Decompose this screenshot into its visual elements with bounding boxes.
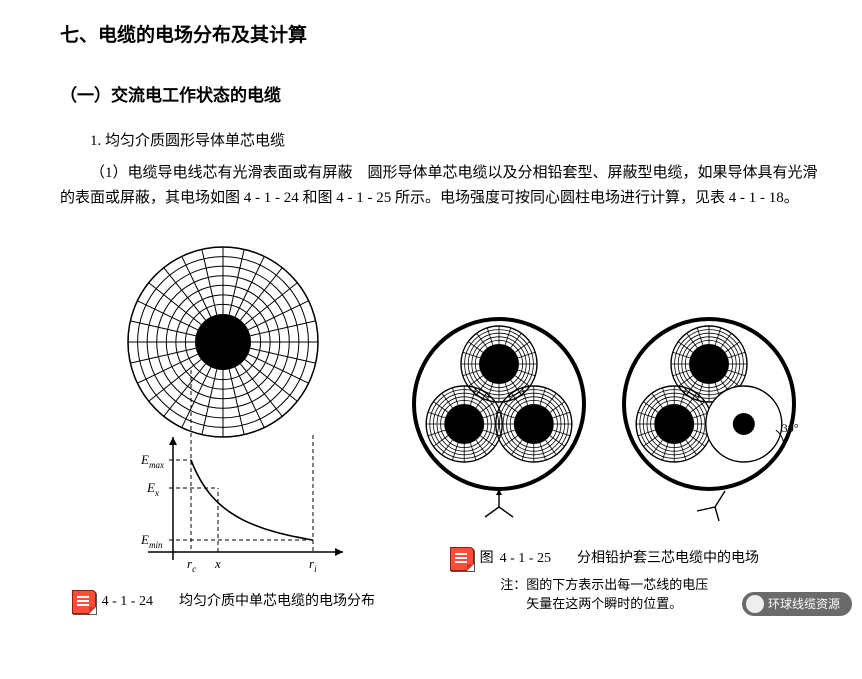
note-icon bbox=[450, 547, 474, 571]
figures-row: Emax Ex Emin rc x ri 4 - 1 - 24 均匀介质中单芯电缆的电场分… bbox=[60, 242, 822, 614]
section-title: 七、电缆的电场分布及其计算 bbox=[60, 20, 822, 52]
figure-note: 注：图的下方表示出每一芯线的电压 矢量在这两个瞬时的位置。 环球线缆资源 bbox=[387, 575, 822, 614]
svg-text:Emin: Emin bbox=[140, 532, 163, 550]
figure-caption-text: 分相铅护套三芯电缆中的电场 bbox=[577, 547, 759, 571]
body-paragraph: （1）电缆导电线芯有光滑表面或有屏蔽 圆形导体单芯电缆以及分相铅套型、屏蔽型电缆… bbox=[60, 161, 822, 212]
svg-text:Ex: Ex bbox=[146, 480, 159, 498]
figure-4-1-25-svg: 30° bbox=[389, 299, 819, 539]
figure-4-1-25: 30° 图4 - 1 - 25 分相铅护套三芯电缆中的电场 注：图的下方表示出每… bbox=[387, 299, 822, 614]
figure-note-line1: 注：图的下方表示出每一芯线的电压 bbox=[500, 577, 708, 592]
figure-number: 4 - 1 - 24 bbox=[102, 590, 153, 614]
svg-text:rc: rc bbox=[187, 556, 196, 574]
figure-4-1-24-svg: Emax Ex Emin rc x ri bbox=[73, 242, 373, 582]
figure-number: 4 - 1 - 25 bbox=[500, 547, 551, 571]
figure-number-prefix: 图 bbox=[480, 547, 494, 571]
subsection-title: （一）交流电工作状态的电缆 bbox=[60, 82, 822, 111]
svg-text:ri: ri bbox=[309, 556, 317, 574]
watermark-badge: 环球线缆资源 bbox=[742, 592, 852, 616]
svg-text:Emax: Emax bbox=[140, 452, 164, 470]
note-icon bbox=[72, 590, 96, 614]
figure-note-line2: 矢量在这两个瞬时的位置。 bbox=[526, 596, 682, 611]
figure-4-1-25-caption: 图4 - 1 - 25 分相铅护套三芯电缆中的电场 bbox=[450, 547, 759, 571]
svg-text:30°: 30° bbox=[782, 421, 799, 435]
figure-caption-text: 均匀介质中单芯电缆的电场分布 bbox=[179, 590, 375, 614]
numbered-heading: 1. 均匀介质圆形导体单芯电缆 bbox=[60, 129, 822, 155]
figure-4-1-24-caption: 4 - 1 - 24 均匀介质中单芯电缆的电场分布 bbox=[72, 590, 375, 614]
figure-4-1-24: Emax Ex Emin rc x ri 4 - 1 - 24 均匀介质中单芯电缆的电场分… bbox=[60, 242, 387, 614]
svg-text:x: x bbox=[214, 556, 221, 571]
